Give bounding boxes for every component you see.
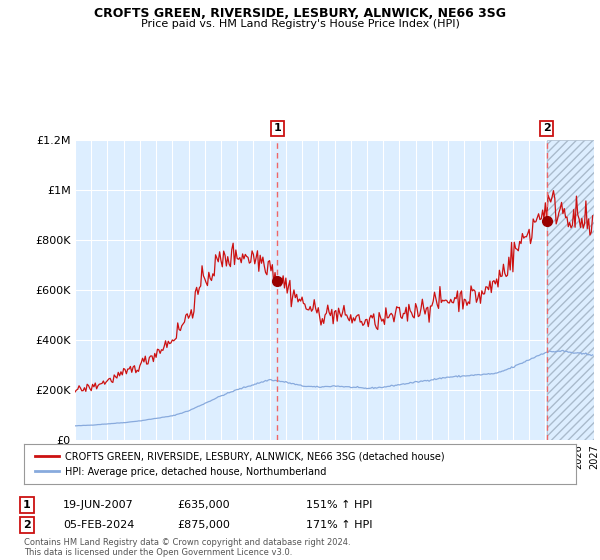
Text: Price paid vs. HM Land Registry's House Price Index (HPI): Price paid vs. HM Land Registry's House … [140, 19, 460, 29]
Text: 151% ↑ HPI: 151% ↑ HPI [306, 500, 373, 510]
Bar [547, 140, 594, 440]
Text: 2: 2 [23, 520, 31, 530]
Legend: CROFTS GREEN, RIVERSIDE, LESBURY, ALNWICK, NE66 3SG (detached house), HPI: Avera: CROFTS GREEN, RIVERSIDE, LESBURY, ALNWIC… [29, 446, 450, 483]
Text: Contains HM Land Registry data © Crown copyright and database right 2024.
This d: Contains HM Land Registry data © Crown c… [24, 538, 350, 557]
Text: 05-FEB-2024: 05-FEB-2024 [63, 520, 134, 530]
Text: 2: 2 [543, 123, 551, 133]
Text: 19-JUN-2007: 19-JUN-2007 [63, 500, 134, 510]
Text: £635,000: £635,000 [177, 500, 230, 510]
Text: 1: 1 [274, 123, 281, 133]
Text: £875,000: £875,000 [177, 520, 230, 530]
Text: CROFTS GREEN, RIVERSIDE, LESBURY, ALNWICK, NE66 3SG: CROFTS GREEN, RIVERSIDE, LESBURY, ALNWIC… [94, 7, 506, 20]
Text: 1: 1 [23, 500, 31, 510]
Text: 171% ↑ HPI: 171% ↑ HPI [306, 520, 373, 530]
